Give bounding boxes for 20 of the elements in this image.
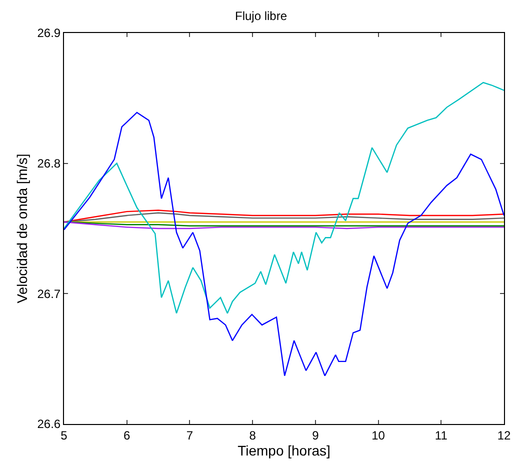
chart-title: Flujo libre xyxy=(234,9,288,24)
x-axis-title: Tiempo [horas] xyxy=(238,442,330,459)
x-tick-label: 6 xyxy=(124,428,131,442)
y-tick-label: 26.9 xyxy=(37,26,61,40)
y-tick-label: 26.6 xyxy=(37,417,61,432)
y-tick-label: 26.8 xyxy=(37,156,61,171)
x-tick-label: 8 xyxy=(249,428,256,442)
line-series xyxy=(64,221,504,230)
x-tick-label: 9 xyxy=(312,428,320,442)
y-tick-label: 26.7 xyxy=(37,286,61,301)
x-tick-label: 7 xyxy=(186,428,194,442)
line-series xyxy=(64,112,504,376)
line-series xyxy=(64,210,504,223)
x-tick-label: 5 xyxy=(60,428,68,442)
line-series xyxy=(64,82,504,314)
x-tick-label: 12 xyxy=(497,428,511,442)
x-tick-label: 11 xyxy=(434,428,448,442)
x-tick-label: 10 xyxy=(372,428,386,442)
y-axis-title: Velocidad de onda [m/s] xyxy=(14,154,30,304)
line-series xyxy=(64,212,504,223)
